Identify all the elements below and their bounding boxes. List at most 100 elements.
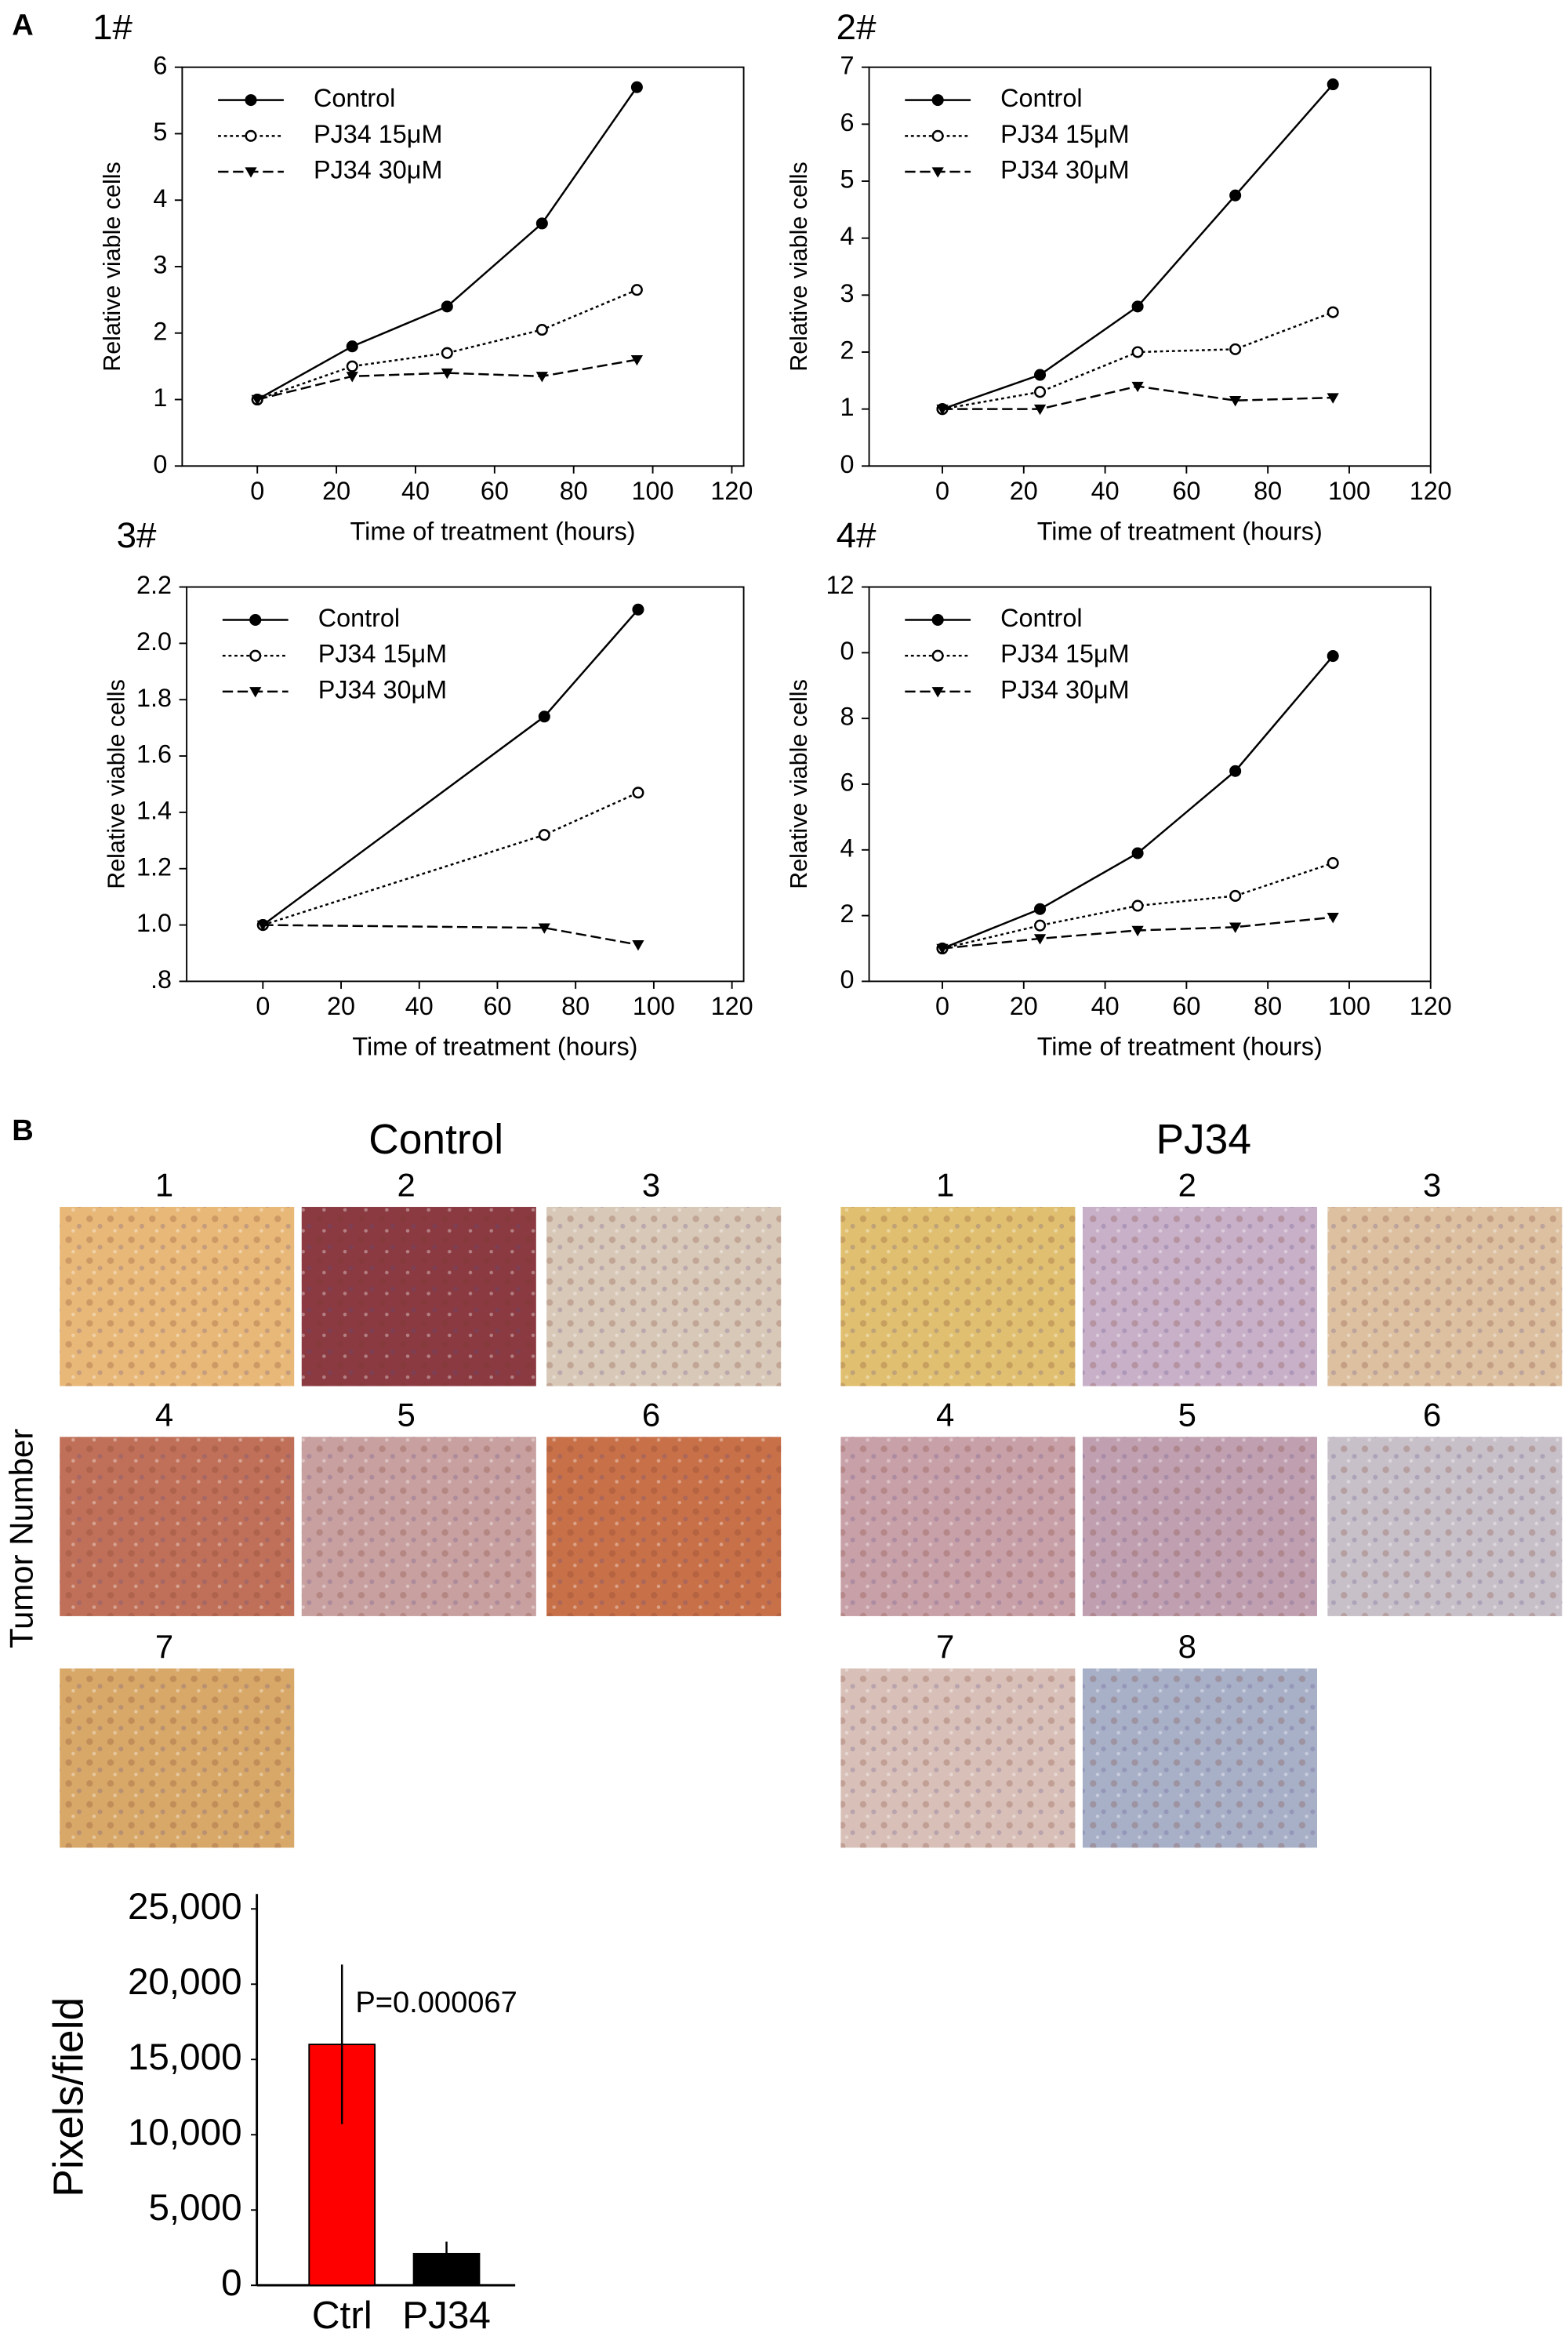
x-tick-label: 40 — [401, 477, 430, 505]
x-tick-label: 20 — [327, 992, 355, 1020]
x-tick-label: 80 — [560, 477, 588, 505]
chart-title: 3# — [117, 515, 157, 555]
legend-label: Control — [1000, 84, 1082, 112]
x-tick-label: 20 — [322, 477, 350, 505]
plot-frame — [186, 586, 745, 983]
marker — [1034, 903, 1047, 915]
y-tick-label: 6 — [840, 768, 855, 797]
image-number: 2 — [1178, 1166, 1196, 1203]
chart-title: 2# — [837, 7, 877, 47]
legend-marker — [245, 167, 257, 178]
legend-label: Control — [1000, 604, 1082, 632]
marker — [1327, 78, 1339, 91]
tissue-texture — [60, 1668, 295, 1848]
y-tick-label: 3 — [153, 251, 167, 279]
y-tick-label: 7 — [840, 51, 855, 79]
marker — [1131, 346, 1144, 358]
y-tick-label: 2 — [840, 336, 855, 365]
marker — [1229, 765, 1242, 777]
marker — [1229, 396, 1242, 407]
chart-title: 4# — [837, 515, 877, 555]
legend-label: PJ34 15μM — [1000, 640, 1129, 668]
marker — [936, 404, 949, 416]
marker — [1327, 650, 1339, 663]
tissue-texture — [840, 1207, 1076, 1386]
marker — [1327, 393, 1339, 404]
marker — [441, 300, 453, 313]
legend-label: Control — [314, 84, 395, 112]
y-tick-label: 5 — [153, 118, 167, 146]
legend-label: PJ34 15μM — [1000, 120, 1129, 148]
marker — [538, 829, 550, 841]
image-number: 5 — [397, 1397, 415, 1433]
tissue-texture — [1327, 1207, 1563, 1386]
annotation: P=0.000067 — [355, 1986, 517, 2019]
y-tick-label: 10,000 — [128, 2112, 242, 2153]
x-tick-label: 100 — [632, 477, 674, 505]
legend-label: Control — [318, 604, 400, 632]
y-axis-label: Pixels/field — [46, 1997, 93, 2197]
x-tick-label: 60 — [483, 992, 511, 1020]
tissue-texture — [1082, 1437, 1317, 1616]
panel-y-label: Tumor Number — [3, 1429, 40, 1648]
legend-marker — [249, 649, 262, 662]
y-tick-label: 4 — [840, 222, 855, 250]
y-tick-label: 5,000 — [148, 2187, 241, 2229]
legend-label: PJ34 30μM — [1000, 156, 1129, 184]
image-number: 2 — [397, 1166, 415, 1203]
tissue-texture — [1082, 1207, 1317, 1386]
marker — [1131, 300, 1144, 313]
y-tick-label: 20,000 — [128, 1961, 242, 2003]
tissue-texture — [60, 1207, 295, 1386]
marker — [1229, 889, 1242, 902]
image-number: 1 — [936, 1166, 954, 1203]
tissue-texture — [546, 1437, 782, 1616]
x-tick-label: 100 — [1328, 992, 1370, 1020]
x-tick-label: 80 — [561, 992, 590, 1020]
marker — [1229, 922, 1242, 933]
x-tick-label: 20 — [1010, 992, 1038, 1020]
series-line — [263, 924, 639, 946]
marker — [1131, 925, 1144, 937]
image-number: 5 — [1178, 1397, 1196, 1433]
marker — [535, 372, 548, 383]
legend-label: PJ34 15μM — [314, 120, 442, 148]
marker — [1327, 857, 1339, 870]
x-tick-label: 40 — [405, 992, 434, 1020]
marker — [346, 360, 358, 372]
y-tick-label: 0 — [840, 450, 855, 478]
y-tick-label: 2.0 — [136, 627, 172, 656]
x-tick-label: 20 — [1010, 477, 1038, 505]
y-tick-label: 4 — [153, 184, 167, 213]
x-tick-label: 60 — [1172, 992, 1200, 1020]
legend-label: PJ34 30μM — [318, 675, 447, 703]
x-tick-label: 0 — [935, 477, 949, 505]
marker — [1229, 189, 1242, 202]
marker — [1131, 899, 1144, 912]
y-tick-label: 6 — [840, 108, 855, 136]
tissue-texture — [301, 1207, 536, 1386]
marker — [441, 347, 453, 359]
legend-marker — [931, 167, 944, 178]
marker — [535, 217, 548, 230]
panel-label: A — [12, 9, 34, 42]
plot-frame — [181, 66, 745, 467]
x-tick-label: 0 — [935, 992, 949, 1020]
x-tick-label: 0 — [256, 992, 270, 1020]
legend-marker — [249, 687, 262, 698]
group-title: PJ34 — [1156, 1117, 1251, 1163]
x-tick-label: 40 — [1091, 477, 1120, 505]
legend-marker — [931, 129, 944, 142]
marker — [346, 372, 358, 383]
image-number: 4 — [936, 1397, 954, 1433]
image-number: 3 — [1423, 1166, 1441, 1203]
x-tick-label: 100 — [1328, 477, 1370, 505]
marker — [1131, 847, 1144, 859]
plot-frame — [868, 586, 1432, 983]
x-axis-label: Time of treatment (hours) — [350, 518, 636, 546]
series-line — [256, 358, 637, 401]
legend-marker — [249, 613, 262, 626]
y-tick-label: 2 — [153, 317, 167, 345]
